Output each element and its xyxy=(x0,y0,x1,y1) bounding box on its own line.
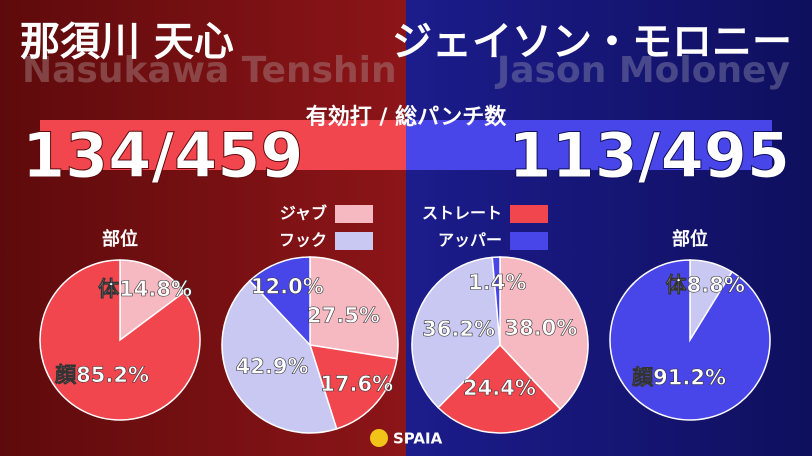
fighter-name: 那須川 天心 xyxy=(20,19,234,65)
slice-label: 27.5% xyxy=(307,303,380,327)
slice-label: 42.9% xyxy=(236,354,309,378)
category-label: 顔 xyxy=(631,365,654,389)
pie-slice xyxy=(309,256,399,360)
slice-label: 36.2% xyxy=(422,317,495,341)
english-name: Jason Moloney xyxy=(494,50,790,91)
score: 134/459 xyxy=(22,119,303,192)
legend-label: ストレート xyxy=(422,204,502,223)
pie-slice xyxy=(499,256,589,411)
slice-label: 17.6% xyxy=(320,372,393,396)
value-label: 8.8% xyxy=(687,273,745,297)
legend-label: フック xyxy=(279,231,327,250)
slice-label: 1.4% xyxy=(468,270,526,294)
pie-slice xyxy=(411,256,501,409)
pie-slice xyxy=(39,259,201,421)
value-label: 14.8% xyxy=(119,277,192,301)
value-label: 38.0% xyxy=(504,316,577,340)
slice-label: 12.0% xyxy=(251,275,324,299)
stat-label: 有効打 / 総パンチ数 xyxy=(306,104,507,130)
pie-slice xyxy=(248,256,311,347)
legend-swatch xyxy=(510,232,548,250)
pie-title: 部位 xyxy=(672,228,708,250)
pie-slice xyxy=(308,344,398,430)
score-band xyxy=(40,120,406,170)
category-label: 体 xyxy=(666,273,688,297)
pie-title: 部位 xyxy=(102,228,138,250)
slice-label: 体14.8% xyxy=(98,277,192,301)
legend-swatch xyxy=(335,232,373,250)
legend-label: アッパー xyxy=(438,231,502,250)
slice-label: 体8.8% xyxy=(666,273,745,297)
value-label: 1.4% xyxy=(468,270,526,294)
score: 113/495 xyxy=(509,119,790,192)
slice-label: 38.0% xyxy=(504,316,577,340)
score-band xyxy=(406,120,772,170)
slice-label: 24.4% xyxy=(463,376,536,400)
value-label: 17.6% xyxy=(320,372,393,396)
legend-swatch xyxy=(510,205,548,223)
value-label: 36.2% xyxy=(422,317,495,341)
slice-label: 顔85.2% xyxy=(54,363,149,387)
legend-label: ジャブ xyxy=(280,204,327,223)
fighter-name: ジェイソン・モロニー xyxy=(392,19,792,65)
category-label: 体 xyxy=(98,277,120,301)
value-label: 91.2% xyxy=(653,365,726,389)
category-label: 顔 xyxy=(54,363,77,387)
pie-slice xyxy=(491,256,501,346)
pie-slice xyxy=(437,343,562,434)
legend-swatch xyxy=(335,205,373,223)
value-label: 12.0% xyxy=(251,275,324,299)
brand-icon xyxy=(370,429,388,447)
pie-slice xyxy=(119,259,186,342)
english-name: Nasukawa Tenshin xyxy=(22,50,397,91)
value-label: 24.4% xyxy=(463,376,536,400)
pie-slice xyxy=(609,259,771,421)
slice-label: 顔91.2% xyxy=(631,365,726,389)
value-label: 27.5% xyxy=(307,303,380,327)
value-label: 42.9% xyxy=(236,354,309,378)
value-label: 85.2% xyxy=(76,363,149,387)
brand: SPAIA xyxy=(393,430,443,448)
pie-slice xyxy=(221,279,338,434)
